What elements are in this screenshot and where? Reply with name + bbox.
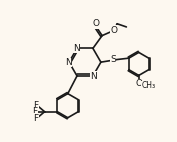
Text: S: S [110, 55, 116, 64]
Text: N: N [65, 58, 72, 67]
Text: F: F [33, 114, 38, 123]
Text: F: F [33, 101, 38, 110]
Text: O: O [135, 79, 142, 88]
Text: F: F [32, 107, 37, 116]
Text: N: N [90, 72, 97, 81]
Text: O: O [93, 19, 100, 28]
Text: CH₃: CH₃ [141, 81, 156, 90]
Text: N: N [73, 43, 80, 53]
Text: O: O [111, 26, 118, 35]
